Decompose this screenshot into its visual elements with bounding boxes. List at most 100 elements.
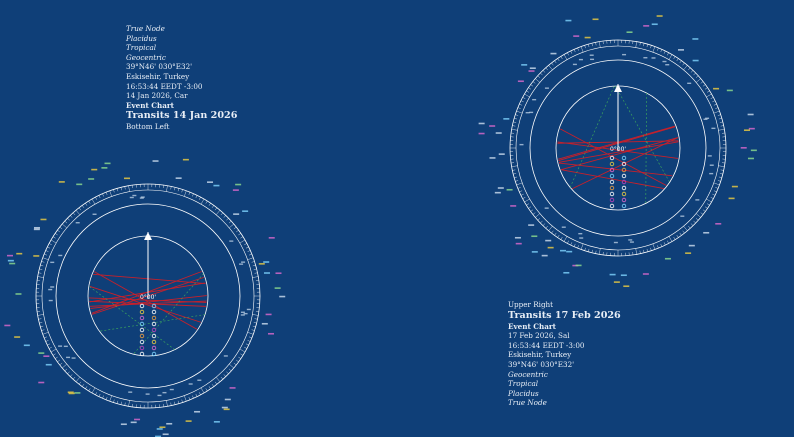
degree-tick <box>563 54 568 60</box>
degree-tick <box>177 188 180 192</box>
minor-aspect-line <box>645 92 647 204</box>
info-line: Event Chart <box>508 321 556 331</box>
degree-tick <box>657 245 659 249</box>
degree-tick <box>247 250 251 252</box>
degree-tick <box>116 188 119 192</box>
info-line: Tropical <box>126 43 157 53</box>
house-marker <box>622 53 627 56</box>
degree-tick <box>208 386 211 389</box>
degree-tick <box>252 264 256 267</box>
degree-tick <box>67 371 70 374</box>
inner-ring <box>55 203 241 389</box>
degree-tick <box>78 207 82 211</box>
house-marker <box>140 196 145 198</box>
position-marker <box>23 344 30 347</box>
degree-tick <box>679 232 682 236</box>
degree-tick <box>524 93 530 98</box>
position-marker <box>101 167 108 169</box>
degree-tick <box>639 42 641 46</box>
degree-tick <box>635 41 637 48</box>
degree-tick <box>181 399 183 403</box>
degree-tick <box>113 399 115 403</box>
degree-tick <box>247 340 251 342</box>
planet-glyph-icon <box>621 173 627 179</box>
house-marker <box>157 394 162 397</box>
degree-tick <box>567 52 569 56</box>
position-marker <box>279 295 286 298</box>
degree-tick <box>55 233 58 236</box>
degree-tick <box>639 250 641 254</box>
position-marker <box>33 255 40 257</box>
degree-tick <box>248 336 252 339</box>
degree-tick <box>718 165 725 167</box>
degree-tick <box>712 100 716 103</box>
house-marker <box>572 63 577 66</box>
aspect-line <box>558 126 676 161</box>
degree-tick <box>688 225 691 229</box>
degree-tick <box>706 203 710 206</box>
degree-tick <box>38 272 42 274</box>
degree-tick <box>198 392 201 395</box>
degree-tick <box>72 376 76 380</box>
planet-glyph-icon <box>139 315 145 321</box>
degree-tick <box>50 239 57 244</box>
degree-tick <box>75 377 81 382</box>
degree-tick <box>667 240 669 244</box>
degree-tick <box>526 203 530 206</box>
degree-tick <box>693 220 696 224</box>
degree-tick <box>75 210 81 215</box>
house-marker <box>589 54 594 56</box>
degree-tick <box>247 257 254 260</box>
degree-tick <box>540 72 543 76</box>
position-marker <box>584 36 591 39</box>
position-marker <box>478 122 485 125</box>
degree-tick <box>174 401 176 405</box>
degree-tick <box>704 87 708 90</box>
aspect-line <box>89 286 202 323</box>
degree-tick <box>113 189 115 193</box>
degree-tick <box>717 114 721 116</box>
house-marker <box>239 263 244 265</box>
degree-tick <box>537 218 541 221</box>
info-line: Upper Right <box>508 300 554 309</box>
degree-tick <box>515 180 519 182</box>
degree-tick <box>245 246 249 249</box>
house-marker <box>665 64 670 66</box>
house-marker <box>613 241 618 244</box>
position-marker <box>656 15 663 17</box>
degree-tick <box>195 195 198 199</box>
degree-tick <box>85 386 88 389</box>
house-marker <box>145 393 150 395</box>
degree-tick <box>591 43 593 47</box>
planet-glyph-icon <box>139 309 145 315</box>
planet-glyph-icon <box>151 321 157 327</box>
aspect-line <box>89 282 206 303</box>
house-marker <box>75 222 80 224</box>
position-marker <box>688 244 695 247</box>
degree-tick <box>128 400 130 407</box>
house-marker <box>246 308 251 311</box>
planet-glyph-icon <box>139 339 145 345</box>
house-marker <box>197 379 202 381</box>
planet-glyph-icon <box>621 161 627 167</box>
position-marker <box>175 177 182 179</box>
position-marker <box>560 249 567 252</box>
position-marker <box>38 352 45 354</box>
degree-tick <box>526 90 530 93</box>
degree-tick <box>514 176 518 178</box>
degree-tick <box>682 62 685 66</box>
degree-tick <box>102 395 104 399</box>
info-line: Eskisehir, Turkey <box>126 71 190 81</box>
degree-tick <box>211 384 214 387</box>
degree-tick <box>233 362 237 366</box>
house-marker <box>519 143 524 146</box>
degree-tick <box>532 81 536 84</box>
degree-tick <box>252 314 259 316</box>
degree-tick <box>595 42 597 46</box>
planet-glyph-icon <box>609 173 615 179</box>
position-marker <box>528 224 535 226</box>
position-marker <box>623 285 630 288</box>
degree-tick <box>252 325 256 328</box>
degree-tick <box>635 248 637 255</box>
degree-tick <box>37 276 44 278</box>
